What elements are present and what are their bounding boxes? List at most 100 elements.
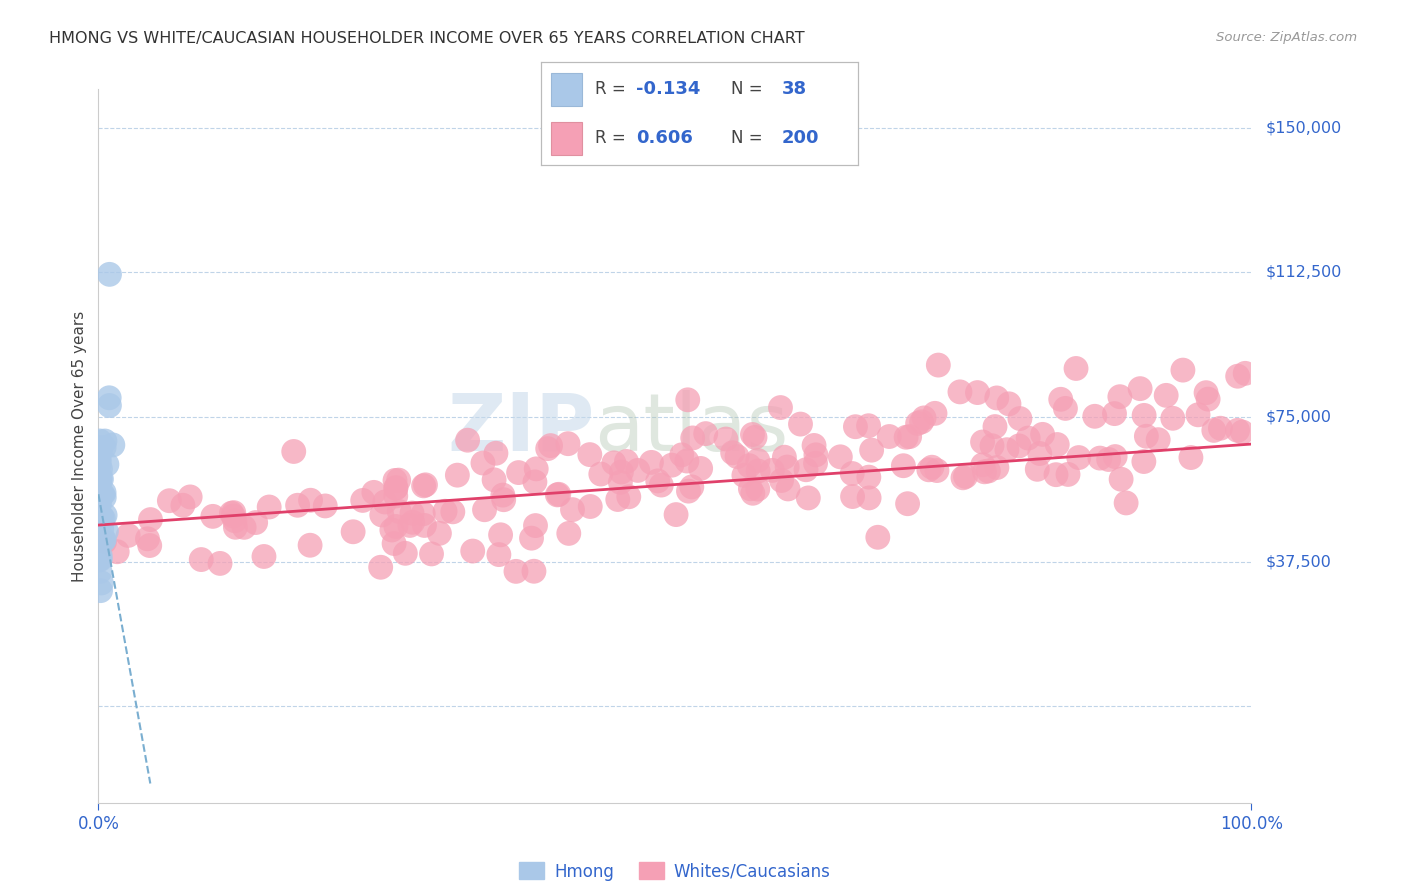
Point — [221, 506, 243, 520]
Point — [858, 491, 880, 505]
Text: N =: N = — [731, 129, 768, 147]
Point — [89, 458, 111, 472]
Point — [676, 454, 699, 468]
Point — [299, 493, 322, 508]
Point — [388, 473, 411, 487]
Point — [606, 492, 628, 507]
Point — [1054, 401, 1077, 416]
Point — [87, 455, 110, 469]
Point — [287, 498, 309, 512]
Point — [488, 548, 510, 562]
Point — [773, 450, 796, 465]
Point — [740, 482, 762, 496]
Point — [485, 446, 508, 460]
Point — [741, 486, 763, 500]
Point — [1197, 392, 1219, 406]
Point — [93, 533, 115, 547]
Point — [1088, 451, 1111, 466]
Point — [1084, 409, 1107, 424]
Point — [401, 506, 423, 520]
Point — [1057, 467, 1080, 482]
Point — [117, 528, 139, 542]
Point — [1133, 409, 1156, 423]
Point — [471, 456, 494, 470]
Point — [89, 494, 111, 508]
Point — [1129, 382, 1152, 396]
Text: $150,000: $150,000 — [1265, 120, 1341, 136]
Point — [561, 502, 583, 516]
Point — [1045, 467, 1067, 482]
Point — [665, 508, 688, 522]
Point — [603, 456, 626, 470]
Point — [695, 426, 717, 441]
Point — [402, 516, 425, 530]
Point — [412, 479, 434, 493]
Point — [1154, 388, 1177, 402]
Text: $112,500: $112,500 — [1265, 265, 1341, 280]
Point — [363, 485, 385, 500]
Point — [179, 490, 201, 504]
Point — [283, 444, 305, 458]
Point — [87, 452, 110, 467]
Point — [1226, 369, 1249, 384]
Bar — [551, 73, 582, 105]
Point — [770, 474, 793, 488]
Point — [89, 472, 111, 486]
Point — [388, 504, 411, 518]
Point — [747, 453, 769, 467]
Text: R =: R = — [595, 80, 631, 98]
Point — [804, 448, 827, 462]
Point — [627, 463, 650, 477]
Point — [714, 432, 737, 446]
Point — [508, 466, 530, 480]
Point — [89, 442, 111, 456]
Point — [89, 553, 111, 567]
Point — [897, 497, 920, 511]
Point — [1187, 408, 1209, 422]
Point — [384, 474, 406, 488]
Point — [898, 429, 921, 443]
Point — [830, 450, 852, 464]
Point — [474, 502, 496, 516]
Text: HMONG VS WHITE/CAUCASIAN HOUSEHOLDER INCOME OVER 65 YEARS CORRELATION CHART: HMONG VS WHITE/CAUCASIAN HOUSEHOLDER INC… — [49, 31, 804, 46]
Point — [1202, 423, 1225, 437]
Point — [89, 551, 111, 566]
Point — [650, 478, 672, 492]
Point — [98, 391, 121, 405]
Point — [955, 469, 977, 483]
Point — [1234, 367, 1257, 381]
Point — [1109, 472, 1132, 486]
Point — [201, 509, 224, 524]
Text: ZIP: ZIP — [447, 390, 595, 467]
Point — [520, 531, 543, 545]
Point — [492, 488, 515, 502]
Point — [342, 524, 364, 539]
Point — [382, 536, 405, 550]
Text: 38: 38 — [782, 80, 807, 98]
Point — [1115, 496, 1137, 510]
Point — [461, 544, 484, 558]
Bar — [551, 122, 582, 155]
Point — [776, 482, 799, 496]
Point — [381, 523, 404, 537]
Text: atlas: atlas — [595, 390, 789, 467]
Text: $75,000: $75,000 — [1265, 409, 1331, 425]
Legend: Hmong, Whites/Caucasians: Hmong, Whites/Caucasians — [512, 855, 838, 888]
Point — [138, 539, 160, 553]
Point — [90, 472, 112, 486]
Point — [1049, 392, 1071, 407]
Point — [190, 552, 212, 566]
Point — [90, 576, 112, 591]
Point — [385, 519, 408, 533]
Point — [1209, 421, 1232, 435]
Point — [413, 518, 436, 533]
Point — [647, 474, 669, 488]
Point — [589, 467, 612, 481]
Point — [609, 475, 631, 490]
Point — [398, 518, 420, 533]
Point — [910, 415, 932, 429]
Point — [385, 481, 408, 495]
Point — [671, 448, 693, 462]
Point — [1147, 433, 1170, 447]
Point — [87, 498, 110, 512]
